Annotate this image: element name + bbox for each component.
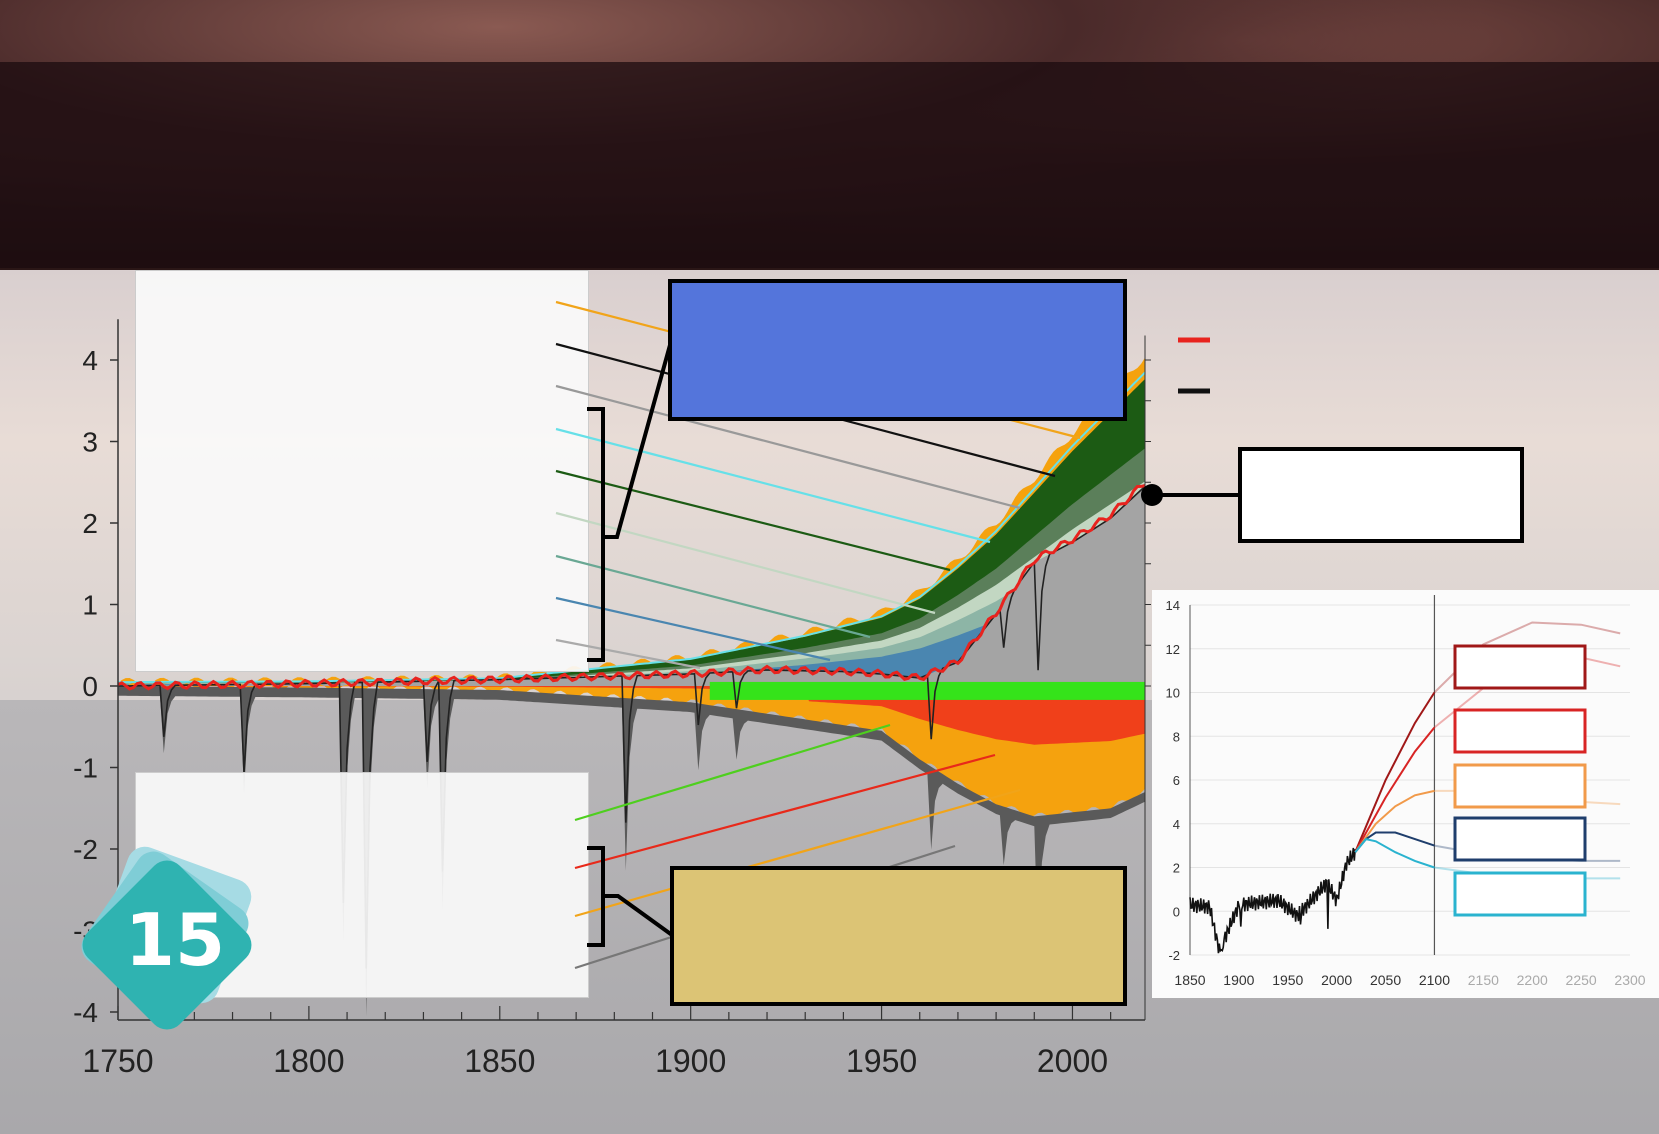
- y-tick-label: -4: [73, 997, 98, 1028]
- x-tick-label: 1750: [82, 1043, 153, 1079]
- small-scenario-cyan-line: [1354, 837, 1435, 869]
- positive-leader-line: [555, 554, 871, 639]
- small-historical-line: [1189, 847, 1356, 954]
- scenario-legend-box: [1453, 708, 1587, 754]
- x-tick-label: 1800: [273, 1043, 344, 1079]
- small-x-tick-label: 2250: [1566, 972, 1597, 988]
- green-band: [709, 681, 1145, 700]
- small-x-tick-label: 1850: [1174, 972, 1205, 988]
- x-tick-label: 2000: [1037, 1043, 1108, 1079]
- positive-leader-line: [555, 469, 951, 572]
- negative-leader-line: [574, 723, 891, 822]
- scenario-legend-box: [1453, 816, 1587, 862]
- small-y-tick-label: 6: [1173, 773, 1180, 788]
- positive-bracket: [587, 407, 605, 662]
- net-forcing-area-top: [118, 486, 1145, 686]
- small-y-tick-label: 8: [1173, 729, 1180, 744]
- negative-leader-line: [574, 753, 996, 870]
- y-tick-label: -1: [73, 753, 98, 784]
- negative-aerosol-area: [118, 682, 1145, 818]
- positive-leader-line: [555, 638, 701, 670]
- positive-leader-line: [555, 511, 936, 615]
- positive-leader-line: [555, 427, 991, 544]
- slide-number-badge: 15: [74, 841, 260, 1040]
- black-forcing-line: [118, 485, 1146, 969]
- x-tick-label: 1900: [655, 1043, 726, 1079]
- positive-leader-line: [555, 384, 1021, 510]
- small-y-tick-label: 12: [1166, 642, 1180, 657]
- small-y-tick-label: 0: [1173, 904, 1180, 919]
- small-x-tick-label: 2000: [1321, 972, 1352, 988]
- small-scenario-red-line: [1354, 726, 1436, 853]
- small-x-tick-label: 2200: [1517, 972, 1548, 988]
- y-tick-label: 3: [82, 427, 98, 458]
- scenario-legend-box: [1453, 871, 1587, 917]
- scenario-legend-box: [1453, 644, 1587, 690]
- small-y-tick-label: 2: [1173, 861, 1180, 876]
- red-forcing-line: [117, 484, 1146, 691]
- small-x-tick-label: 2150: [1468, 972, 1499, 988]
- net-label-box: [1238, 447, 1524, 543]
- negative-bracket-connector: [603, 894, 674, 937]
- small-scenario-dark-red-line: [1354, 691, 1436, 853]
- small-scenario-orange-line: [1354, 789, 1435, 853]
- y-tick-label: 4: [82, 345, 98, 376]
- positive-legend-panel: [135, 270, 589, 672]
- slide-number: 15: [124, 898, 226, 982]
- blue-label-box: [668, 279, 1127, 421]
- khaki-label-box: [670, 866, 1127, 1006]
- y-tick-label: 2: [82, 508, 98, 539]
- small-x-tick-label: 1900: [1223, 972, 1254, 988]
- y-tick-label: -2: [73, 834, 98, 865]
- x-tick-label: 1950: [846, 1043, 917, 1079]
- title-bar-band: [0, 62, 1659, 268]
- small-x-tick-label: 2100: [1419, 972, 1450, 988]
- small-x-tick-label: 2300: [1614, 972, 1645, 988]
- small-y-tick-label: 14: [1166, 598, 1180, 613]
- small-y-tick-label: 4: [1173, 817, 1180, 832]
- small-y-tick-label: -2: [1168, 948, 1180, 963]
- small-x-tick-label: 1950: [1272, 972, 1303, 988]
- small-x-tick-label: 2050: [1370, 972, 1401, 988]
- negative-leader-line: [574, 788, 1021, 918]
- y-tick-label: 0: [82, 671, 98, 702]
- negative-red-area: [118, 686, 1145, 745]
- x-tick-label: 1850: [464, 1043, 535, 1079]
- positive-leader-line: [555, 596, 831, 662]
- positive-bracket-connector: [603, 344, 672, 539]
- small-y-tick-label: 10: [1166, 686, 1180, 701]
- scenario-legend-box: [1453, 763, 1587, 809]
- y-tick-label: 1: [82, 590, 98, 621]
